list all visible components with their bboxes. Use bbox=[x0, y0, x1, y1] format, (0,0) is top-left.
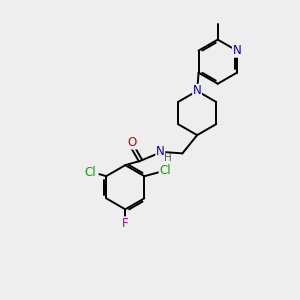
Text: N: N bbox=[232, 44, 241, 57]
Text: O: O bbox=[127, 136, 136, 149]
Text: F: F bbox=[122, 217, 129, 230]
Text: N: N bbox=[193, 85, 202, 98]
Text: N: N bbox=[156, 145, 165, 158]
Text: Cl: Cl bbox=[159, 164, 171, 177]
Text: Cl: Cl bbox=[84, 166, 96, 179]
Text: H: H bbox=[164, 153, 172, 163]
